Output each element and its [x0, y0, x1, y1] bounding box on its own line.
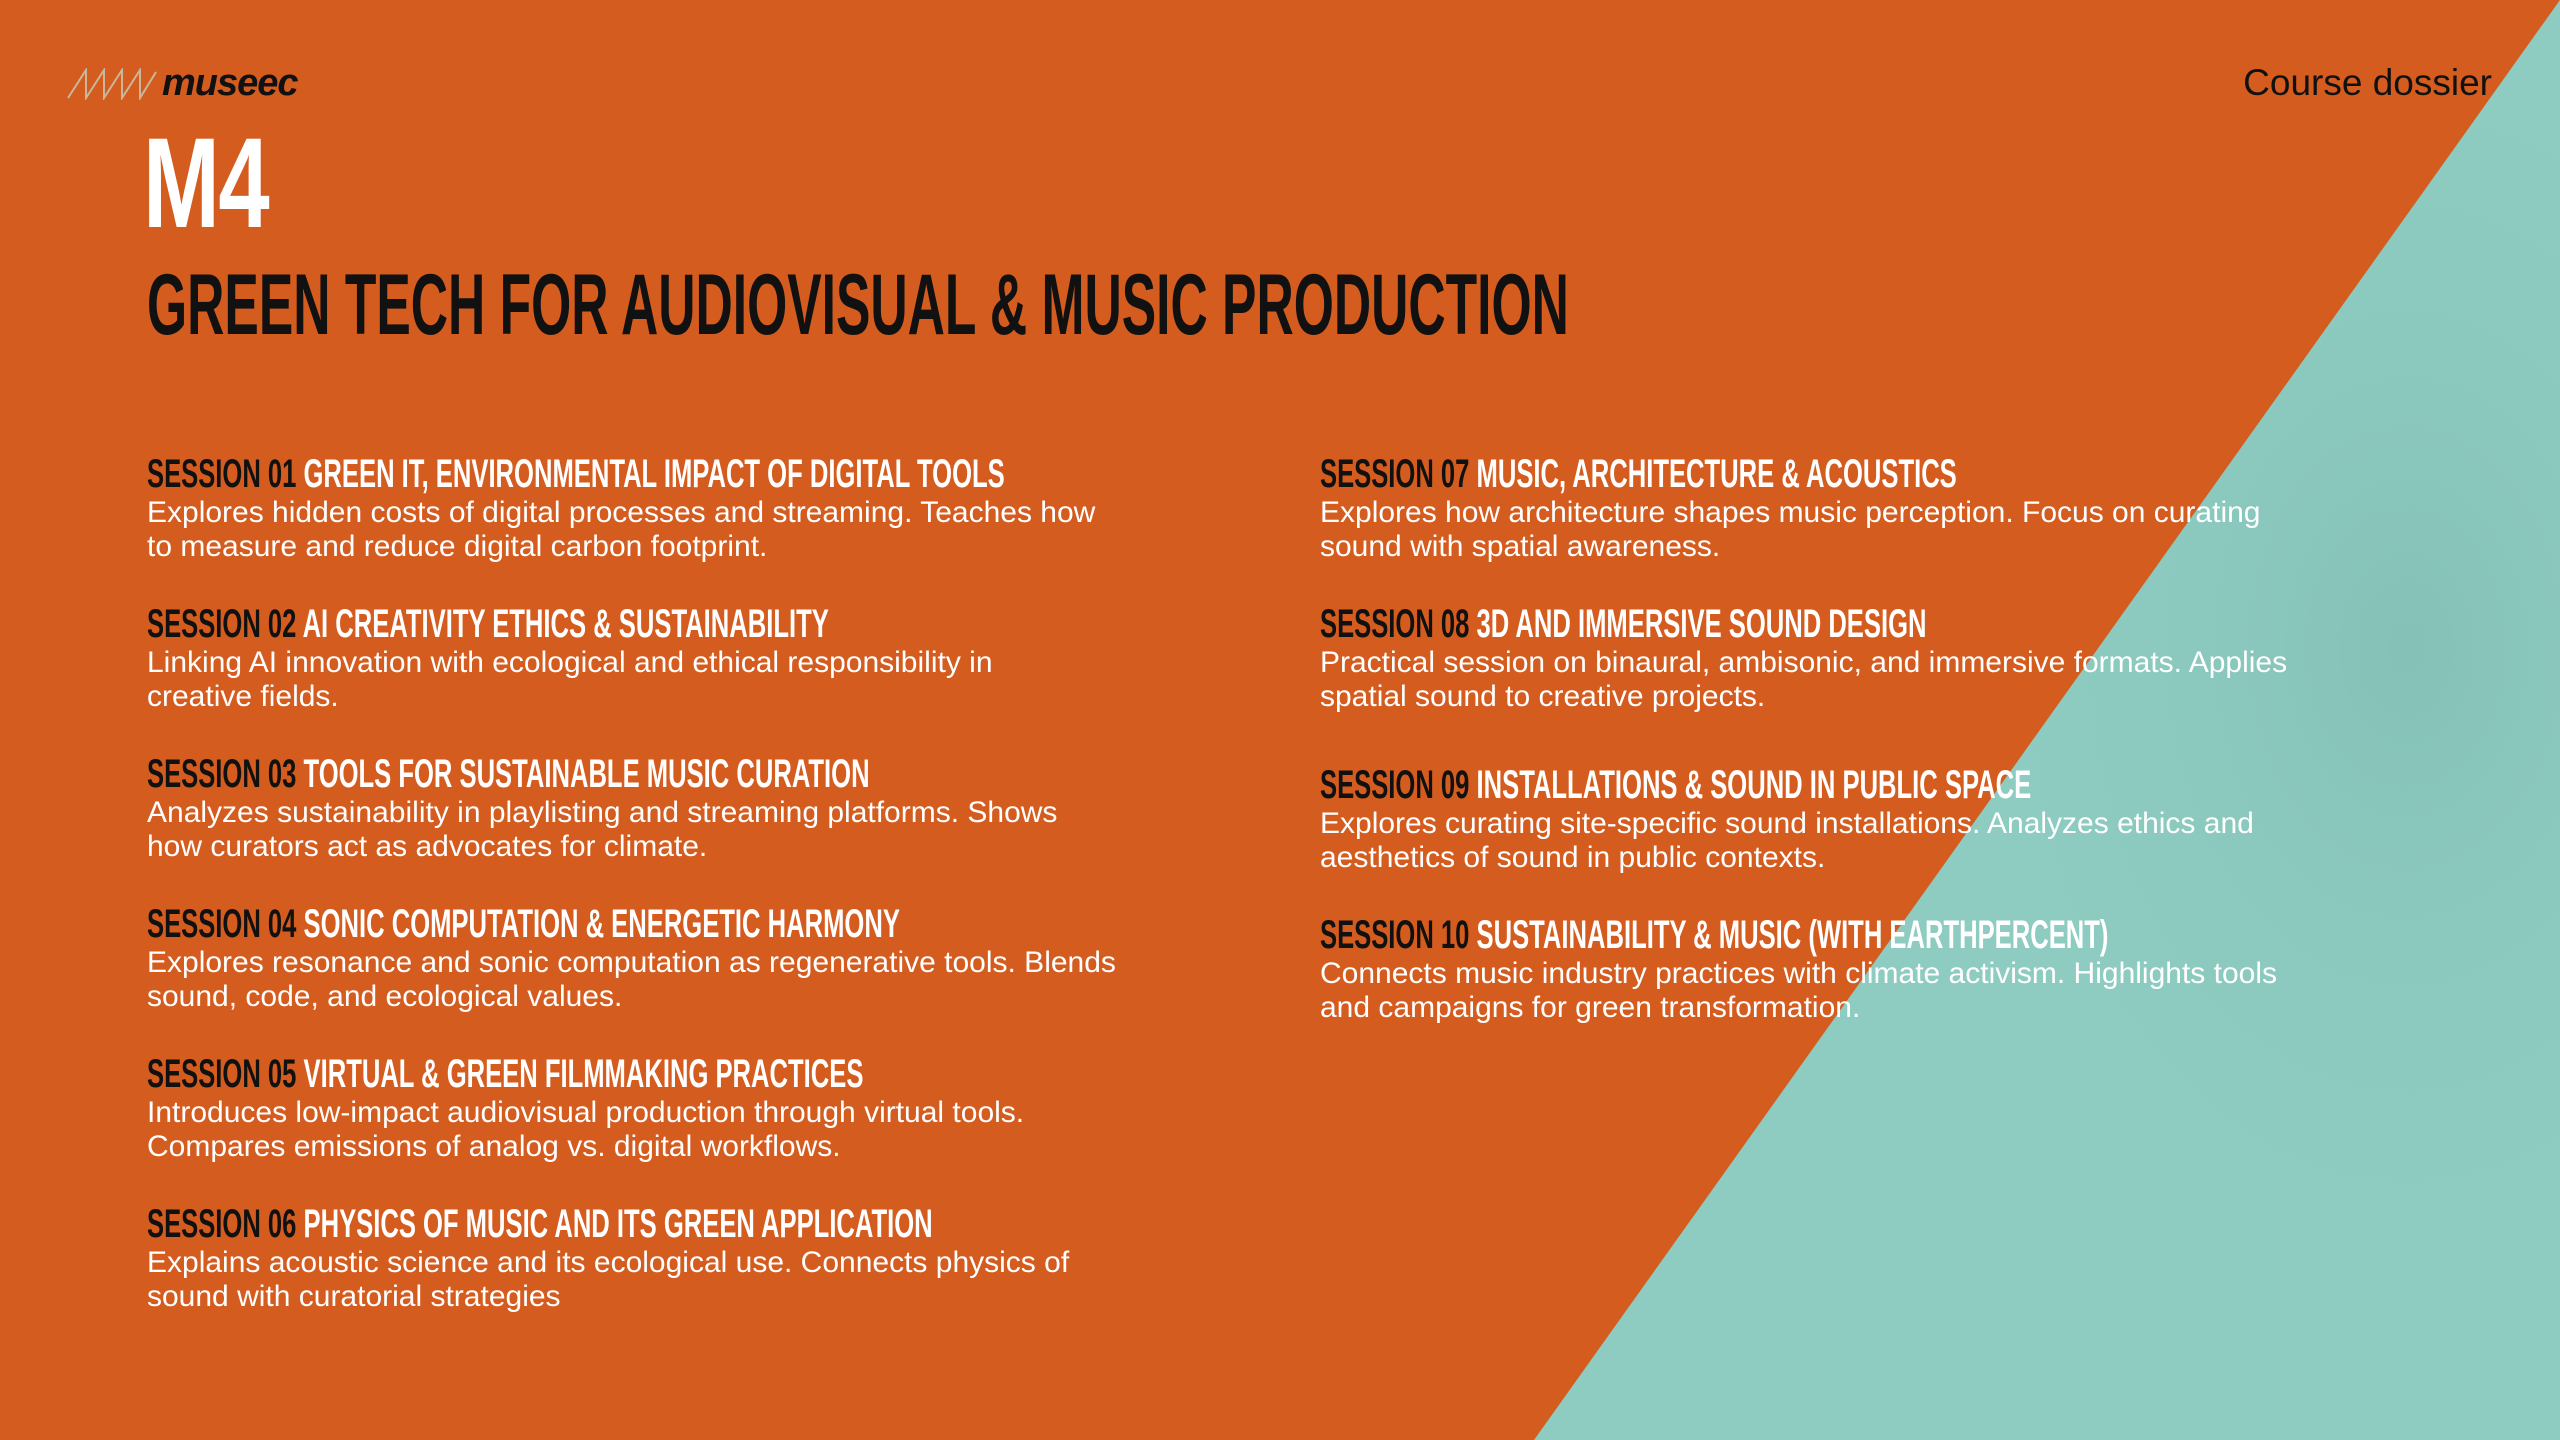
session-description-line: Explores how architecture shapes music p…: [1320, 496, 2261, 529]
session-number: SESSION 04: [147, 902, 297, 946]
session-description-line: Linking AI innovation with ecological an…: [147, 646, 993, 679]
session-item: SESSION 05 VIRTUAL & GREEN FILMMAKING PR…: [147, 1052, 1266, 1164]
session-description-line: spatial sound to creative projects.: [1320, 680, 1766, 713]
session-description-line: Introduces low-impact audiovisual produc…: [147, 1096, 1025, 1129]
session-item: SESSION 07 MUSIC, ARCHITECTURE & ACOUSTI…: [1320, 452, 2315, 564]
session-item: SESSION 10 SUSTAINABILITY & MUSIC (WITH …: [1320, 913, 2552, 1025]
session-title: GREEN IT, ENVIRONMENTAL IMPACT OF DIGITA…: [303, 452, 1005, 496]
session-title: INSTALLATIONS & SOUND IN PUBLIC SPACE: [1476, 763, 2032, 807]
session-title: 3D AND IMMERSIVE SOUND DESIGN: [1476, 602, 1927, 646]
session-heading: SESSION 02 AI CREATIVITY ETHICS & SUSTAI…: [147, 602, 829, 646]
session-description-line: Compares emissions of analog vs. digital…: [147, 1130, 841, 1163]
session-number: SESSION 05: [147, 1052, 297, 1096]
session-description-line: and campaigns for green transformation.: [1320, 991, 1861, 1024]
session-item: SESSION 03 TOOLS FOR SUSTAINABLE MUSIC C…: [147, 752, 1276, 864]
session-title: TOOLS FOR SUSTAINABLE MUSIC CURATION: [303, 752, 870, 796]
session-item: SESSION 02 AI CREATIVITY ETHICS & SUSTAI…: [147, 602, 1212, 714]
session-number: SESSION 06: [147, 1202, 297, 1246]
session-number: SESSION 09: [1320, 763, 1470, 807]
session-description-line: sound with curatorial strategies: [147, 1280, 561, 1313]
session-heading: SESSION 10 SUSTAINABILITY & MUSIC (WITH …: [1320, 913, 2108, 957]
session-title: PHYSICS OF MUSIC AND ITS GREEN APPLICATI…: [303, 1202, 933, 1246]
session-number: SESSION 08: [1320, 602, 1470, 646]
session-description-line: Practical session on binaural, ambisonic…: [1320, 646, 2288, 679]
session-heading: SESSION 09 INSTALLATIONS & SOUND IN PUBL…: [1320, 763, 2031, 807]
session-number: SESSION 03: [147, 752, 297, 796]
session-title: MUSIC, ARCHITECTURE & ACOUSTICS: [1476, 452, 1957, 496]
session-heading: SESSION 04 SONIC COMPUTATION & ENERGETIC…: [147, 902, 900, 946]
course-dossier-label: Course dossier: [2243, 62, 2492, 103]
session-description-line: aesthetics of sound in public contexts.: [1320, 841, 1826, 874]
logo-text: museec: [162, 62, 299, 104]
session-description-line: Explores curating site-specific sound in…: [1320, 807, 2254, 840]
module-code: M4: [143, 112, 270, 255]
session-heading: SESSION 08 3D AND IMMERSIVE SOUND DESIGN: [1320, 602, 1939, 646]
session-number: SESSION 01: [147, 452, 297, 496]
session-heading: SESSION 01 GREEN IT, ENVIRONMENTAL IMPAC…: [147, 452, 1005, 496]
session-heading: SESSION 07 MUSIC, ARCHITECTURE & ACOUSTI…: [1320, 452, 1957, 496]
session-title: VIRTUAL & GREEN FILMMAKING PRACTICES: [303, 1052, 864, 1096]
session-title: AI CREATIVITY ETHICS & SUSTAINABILITY: [302, 602, 829, 646]
session-description-line: Connects music industry practices with c…: [1320, 957, 2277, 990]
session-description-line: creative fields.: [147, 680, 339, 713]
session-number: SESSION 07: [1320, 452, 1470, 496]
session-item: SESSION 09 INSTALLATIONS & SOUND IN PUBL…: [1320, 763, 2431, 875]
module-title: GREEN TECH FOR AUDIOVISUAL & MUSIC PRODU…: [147, 257, 1569, 353]
session-description-line: Explores resonance and sonic computation…: [147, 946, 1116, 979]
museec-logo: museec: [66, 62, 299, 105]
session-item: SESSION 04 SONIC COMPUTATION & ENERGETIC…: [147, 902, 1323, 1014]
session-heading: SESSION 05 VIRTUAL & GREEN FILMMAKING PR…: [147, 1052, 863, 1096]
session-item: SESSION 06 PHYSICS OF MUSIC AND ITS GREE…: [147, 1202, 1375, 1314]
session-description-line: sound, code, and ecological values.: [147, 980, 623, 1013]
session-description-line: to measure and reduce digital carbon foo…: [147, 530, 768, 563]
zigzag-wave-icon: [67, 67, 157, 100]
session-number: SESSION 02: [147, 602, 297, 646]
session-heading: SESSION 03 TOOLS FOR SUSTAINABLE MUSIC C…: [147, 752, 870, 796]
session-item: SESSION 08 3D AND IMMERSIVE SOUND DESIGN…: [1320, 602, 2287, 714]
teal-panel-photo-shade: [1534, 0, 2560, 1440]
session-heading: SESSION 06 PHYSICS OF MUSIC AND ITS GREE…: [147, 1202, 933, 1246]
session-title: SONIC COMPUTATION & ENERGETIC HARMONY: [303, 902, 900, 946]
session-description-line: how curators act as advocates for climat…: [147, 830, 708, 863]
session-item: SESSION 01 GREEN IT, ENVIRONMENTAL IMPAC…: [147, 452, 1487, 564]
session-description-line: Explains acoustic science and its ecolog…: [147, 1246, 1070, 1279]
session-description-line: sound with spatial awareness.: [1320, 530, 1721, 563]
session-description-line: Analyzes sustainability in playlisting a…: [147, 796, 1058, 829]
session-description-line: Explores hidden costs of digital process…: [147, 496, 1096, 529]
session-title: SUSTAINABILITY & MUSIC (WITH EARTHPERCEN…: [1476, 913, 2109, 957]
session-number: SESSION 10: [1320, 913, 1470, 957]
